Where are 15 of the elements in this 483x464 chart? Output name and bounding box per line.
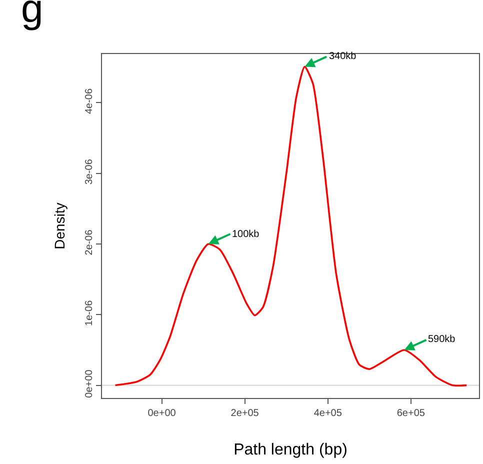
y-axis-title: Density (52, 202, 68, 250)
text: g (21, 0, 44, 31)
x-tick-label: 6e+05 (396, 408, 426, 419)
x-axis-title: Path length (bp) (234, 442, 348, 459)
annotation: 340kb (329, 51, 357, 62)
annotation: 590kb (428, 334, 456, 345)
y-tick-label: 2e-06 (84, 229, 95, 256)
y-tick-label: 0e+00 (84, 369, 95, 398)
y-tick-label: 4e-06 (84, 88, 95, 114)
x-tick-label: 2e+05 (230, 408, 260, 419)
x-tick-label: 4e+05 (314, 408, 342, 419)
x-tick-label: 0e+00 (148, 408, 176, 419)
y-tick-label: 3e-06 (84, 158, 95, 185)
annotation: 100kb (232, 229, 260, 240)
y-tick-label: 1e-06 (84, 300, 95, 326)
